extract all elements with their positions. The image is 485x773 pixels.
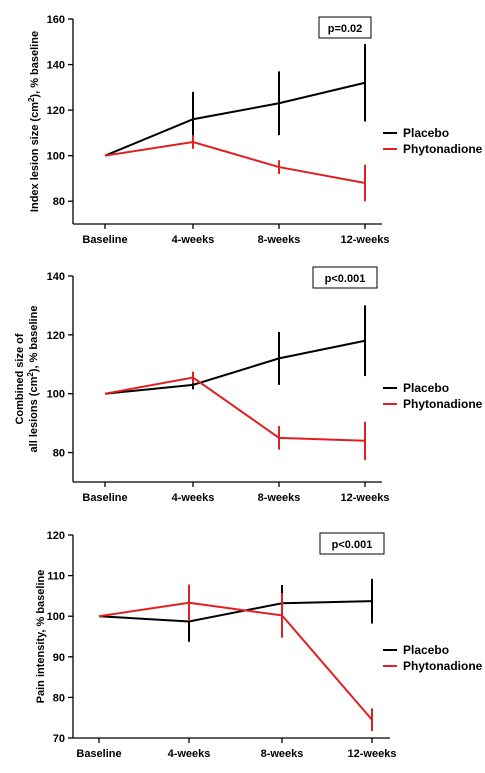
y-tick-label: 80 [53,692,65,704]
pvalue-box [312,266,378,289]
y-axis-title-part: Index lesion size (cm [29,102,41,212]
y-tick-label: 80 [53,196,65,208]
y-tick-label: 120 [47,105,65,117]
series-phytonadione [98,584,373,732]
y-tick-label: 140 [47,271,65,283]
y-axis-title-part: Pain intensity, % baseline [35,570,47,704]
chart-panel-1: 80 100 120 140 160 Baseline 4-weeks 8-weeks 12-w… [27,14,483,246]
pvalue-box [319,532,385,555]
series-placebo [104,44,366,157]
series-line [104,376,366,442]
x-tick-label: Baseline [76,748,121,760]
legend-label: Phytonadione [403,397,483,411]
y-axis-title-part: ), % baseline [28,306,40,373]
pvalue-label: p<0.001 [325,273,366,285]
legend-label: Phytonadione [403,142,483,156]
series-line [98,601,373,721]
x-tick-label: 4-weeks [168,748,211,760]
series-line [104,339,366,395]
x-tick-label: 12-weeks [348,748,397,760]
y-tick-label: 140 [47,60,65,72]
series-line [104,81,366,157]
y-tick-label: 120 [47,330,65,342]
pvalue-label: p<0.001 [332,539,373,551]
chart-panel-2: 80 100 120 140 Baseline 4-weeks 8-weeks 12-week… [14,266,483,504]
y-axis-title: Combined size of [14,333,26,424]
y-axis-title: all lesions (cm2), % baseline [26,306,40,453]
y-tick-label: 160 [47,14,65,26]
y-axis-title: Pain intensity, % baseline [35,570,47,704]
x-tick-label: Baseline [82,492,127,504]
series-placebo [104,305,366,395]
legend-label: Placebo [403,126,449,140]
y-tick-label: 100 [47,611,65,623]
y-tick-label: 70 [53,733,65,745]
pvalue-label: p=0.02 [328,23,363,35]
x-tick-label: 4-weeks [172,234,215,246]
x-tick-label: Baseline [82,234,127,246]
legend-label: Phytonadione [403,659,483,673]
x-tick-label: 8-weeks [261,748,304,760]
legend-label: Placebo [403,381,449,395]
y-axis-title: Index lesion size (cm2), % baseline [27,31,41,212]
y-axis-title-part: 2 [26,372,35,377]
x-tick-label: 12-weeks [341,492,390,504]
y-tick-label: 120 [47,530,65,542]
series-phytonadione [104,371,366,460]
series-phytonadione [104,135,366,202]
x-tick-label: 8-weeks [258,492,301,504]
y-axis-title-part: ), % baseline [29,31,41,98]
legend-label: Placebo [403,643,449,657]
y-tick-label: 80 [53,448,65,460]
x-tick-label: 4-weeks [172,492,215,504]
pvalue-box [318,16,372,39]
x-tick-label: 8-weeks [258,234,301,246]
y-tick-label: 90 [53,652,65,664]
y-tick-label: 110 [47,571,65,583]
x-tick-label: 12-weeks [341,234,390,246]
y-tick-label: 100 [47,151,65,163]
y-axis-title-part: all lesions (cm [28,376,40,452]
series-line [104,140,366,184]
chart-panel-3: 70 80 90 100 110 120 Baseline 4-weeks 8-weeks 12-… [35,530,483,760]
y-axis-title-part: 2 [27,97,36,102]
y-tick-label: 100 [47,389,65,401]
series-line [98,600,373,623]
y-axis-title-part: Combined size of [14,333,26,424]
